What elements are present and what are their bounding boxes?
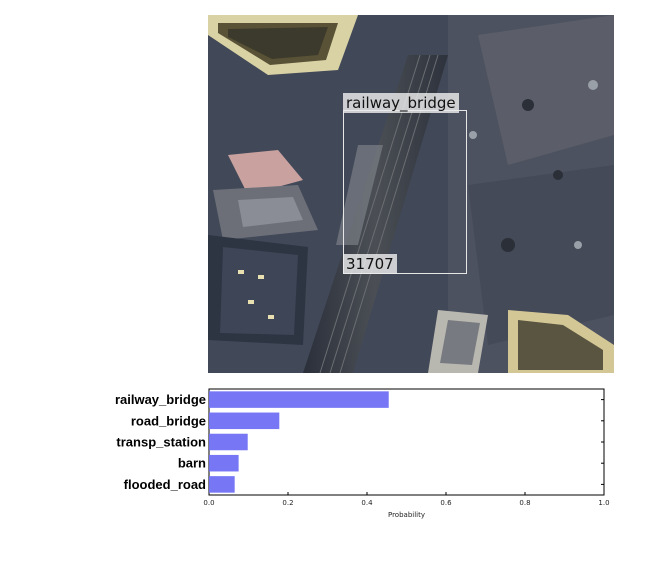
x-tick-label: 0.6 [440,499,452,507]
bar-barn [209,454,239,472]
bar-railway-bridge [209,391,389,408]
category-label: road_bridge [131,413,206,428]
category-label: transp_station [116,435,206,450]
detection-box [343,110,467,274]
bar-transp-station [209,433,248,451]
detection-class-label: railway_bridge [343,93,459,113]
detection-id-label: 31707 [343,254,397,274]
x-tick-label: 0.0 [203,499,214,507]
category-label: flooded_road [124,477,206,492]
bar-road-bridge [209,412,280,430]
x-tick-label: 0.8 [519,499,530,507]
x-tick-label: 0.4 [361,499,373,507]
x-axis-label: Probability [388,511,425,519]
x-tick-label: 0.2 [282,499,293,507]
probability-chart: 0.0 0.2 0.4 0.6 0.8 1.0 railway_bridge road_br… [0,380,663,530]
aerial-image: railway_bridge 31707 [208,15,614,373]
bar-flooded-road [209,476,235,493]
aerial-scene [208,15,614,373]
category-label: railway_bridge [115,392,206,407]
category-label: barn [178,456,206,471]
chart-svg: 0.0 0.2 0.4 0.6 0.8 1.0 railway_bridge road_br… [115,388,610,519]
x-tick-label: 1.0 [598,499,609,507]
